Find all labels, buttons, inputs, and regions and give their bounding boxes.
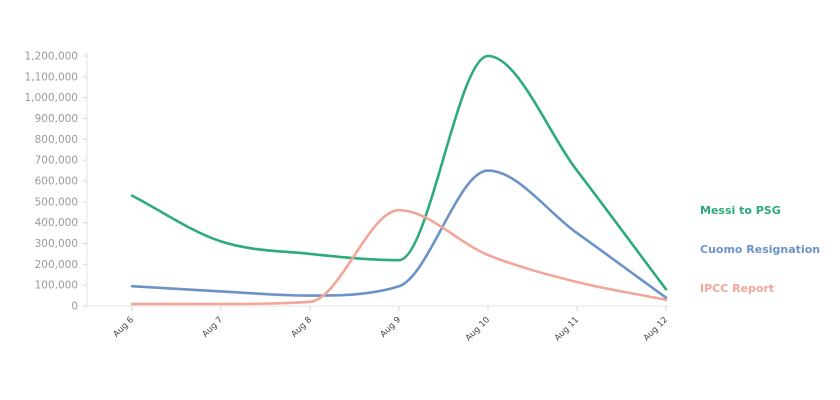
y-tick-label: 1,000,000 bbox=[25, 92, 78, 104]
x-axis: Aug 6 Aug 7 Aug 8 Aug 9 Aug 10 Aug 11 Aug 12 bbox=[87, 305, 670, 343]
x-tick-label: Aug 7 bbox=[201, 315, 226, 340]
y-tick-label: 900,000 bbox=[35, 113, 78, 125]
y-tick-label: 700,000 bbox=[35, 155, 78, 167]
y-tick-label: 600,000 bbox=[35, 176, 78, 188]
legend: Messi to PSG Cuomo Resignation IPCC Report bbox=[700, 204, 820, 295]
x-tick-label: Aug 12 bbox=[642, 315, 670, 343]
x-tick-label: Aug 9 bbox=[379, 315, 404, 340]
x-tick-label: Aug 8 bbox=[290, 315, 315, 340]
legend-label-cuomo-resignation: Cuomo Resignation bbox=[700, 243, 820, 256]
legend-label-ipcc-report: IPCC Report bbox=[700, 282, 774, 295]
x-tick-label: Aug 11 bbox=[553, 315, 581, 343]
series-line-messi-to-psg bbox=[130, 54, 668, 291]
legend-label-messi-to-psg: Messi to PSG bbox=[700, 204, 781, 217]
y-tick-label: 1,200,000 bbox=[25, 51, 78, 63]
y-tick-label: 200,000 bbox=[35, 259, 78, 271]
x-tick-label: Aug 10 bbox=[464, 315, 492, 343]
y-tick-label: 100,000 bbox=[35, 280, 78, 292]
x-tick-label: Aug 6 bbox=[112, 315, 137, 340]
y-tick-label: 1,100,000 bbox=[25, 71, 78, 83]
y-axis: 0 100,000 200,000 300,000 400,000 500,000 600,… bbox=[25, 51, 88, 313]
y-tick-label: 300,000 bbox=[35, 238, 78, 250]
series-line-ipcc-report bbox=[130, 208, 668, 306]
series-lines bbox=[130, 54, 668, 306]
y-tick-label: 400,000 bbox=[35, 217, 78, 229]
y-tick-label: 0 bbox=[71, 301, 78, 313]
series-line-cuomo-resignation bbox=[130, 169, 668, 299]
y-tick-label: 800,000 bbox=[35, 134, 78, 146]
y-tick-label: 500,000 bbox=[35, 196, 78, 208]
